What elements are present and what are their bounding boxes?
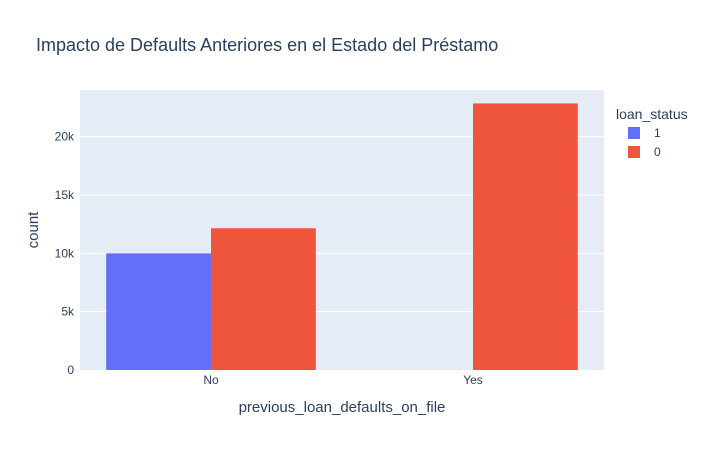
y-tick-label: 10k [55, 246, 75, 260]
y-tick-label: 5k [61, 305, 75, 319]
legend-swatch [628, 127, 640, 139]
legend[interactable]: loan_status 1 0 [616, 106, 688, 159]
bar-yes-status-0[interactable] [473, 103, 578, 371]
x-tick-label: No [203, 373, 219, 387]
y-tick-label: 15k [55, 188, 75, 202]
legend-item-0[interactable]: 0 [628, 145, 661, 159]
legend-item-1[interactable]: 1 [628, 126, 661, 140]
y-axis-title: count [25, 211, 42, 249]
x-tick-label: Yes [463, 373, 483, 387]
legend-label: 1 [654, 126, 661, 140]
x-axis-title: previous_loan_defaults_on_file [239, 399, 446, 416]
y-tick-label: 0 [67, 363, 74, 377]
legend-label: 0 [654, 145, 661, 159]
bar-no-status-1[interactable] [106, 253, 211, 370]
legend-swatch [628, 146, 640, 158]
bar-no-status-0[interactable] [211, 228, 316, 370]
y-tick-label: 20k [55, 130, 75, 144]
legend-title: loan_status [616, 106, 688, 122]
chart-title: Impacto de Defaults Anteriores en el Est… [36, 35, 498, 55]
